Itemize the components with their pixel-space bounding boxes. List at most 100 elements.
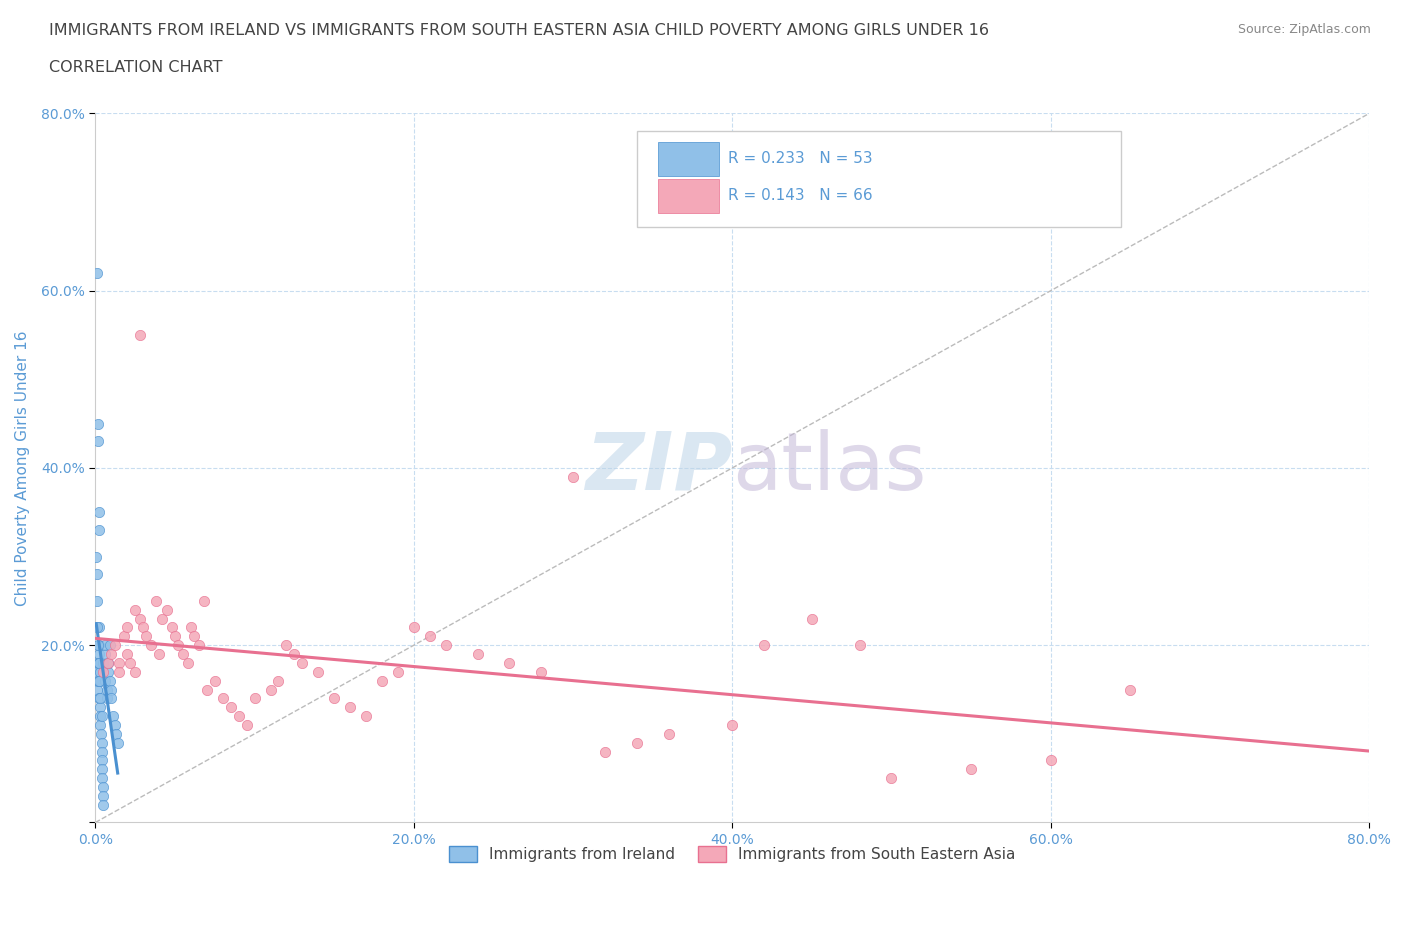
Text: R = 0.233   N = 53: R = 0.233 N = 53: [728, 151, 873, 166]
Point: [89, 638, 111, 653]
Point: [339, 699, 361, 714]
Point: [87, 646, 110, 661]
Point: [108, 656, 131, 671]
Point: [117, 620, 139, 635]
Point: [880, 771, 903, 786]
Point: [86, 266, 108, 281]
Point: [156, 603, 179, 618]
Point: [90, 762, 112, 777]
Point: [204, 673, 226, 688]
Point: [283, 646, 305, 661]
Point: [100, 646, 122, 661]
Point: [87, 656, 110, 671]
Point: [94, 673, 117, 688]
Legend: Immigrants from Ireland, Immigrants from South Eastern Asia: Immigrants from Ireland, Immigrants from…: [443, 840, 1021, 868]
Point: [148, 646, 170, 661]
Point: [124, 664, 146, 679]
Point: [276, 638, 298, 653]
Point: [90, 753, 112, 768]
Point: [291, 656, 314, 671]
Point: [90, 726, 112, 741]
Point: [657, 726, 679, 741]
Point: [103, 638, 125, 653]
Point: [90, 736, 112, 751]
Point: [132, 620, 155, 635]
Point: [163, 629, 186, 644]
Point: [593, 744, 616, 759]
Point: [87, 691, 110, 706]
Point: [90, 709, 112, 724]
Point: [84, 549, 107, 564]
Point: [90, 771, 112, 786]
Point: [323, 691, 346, 706]
Point: [93, 779, 115, 794]
Text: atlas: atlas: [733, 429, 927, 507]
Point: [243, 691, 266, 706]
Point: [150, 611, 173, 626]
Point: [93, 789, 115, 804]
Point: [371, 673, 394, 688]
Point: [120, 656, 142, 671]
Point: [402, 620, 425, 635]
Point: [187, 638, 209, 653]
Point: [86, 656, 108, 671]
Point: [87, 505, 110, 520]
Point: [86, 620, 108, 635]
Point: [87, 434, 110, 449]
Point: [135, 629, 157, 644]
Point: [100, 682, 122, 697]
Point: [87, 673, 110, 688]
Point: [1039, 753, 1062, 768]
Point: [530, 664, 553, 679]
Point: [235, 718, 257, 733]
Point: [259, 682, 281, 697]
Point: [626, 736, 648, 751]
Point: [101, 709, 124, 724]
Point: [721, 718, 744, 733]
Point: [107, 736, 129, 751]
Point: [219, 699, 242, 714]
Point: [183, 629, 205, 644]
Point: [387, 664, 409, 679]
Point: [98, 673, 121, 688]
Point: [103, 718, 125, 733]
Point: [86, 593, 108, 608]
Y-axis label: Child Poverty Among Girls Under 16: Child Poverty Among Girls Under 16: [15, 330, 30, 605]
Point: [87, 620, 110, 635]
FancyBboxPatch shape: [637, 131, 1121, 227]
Point: [89, 699, 111, 714]
Point: [96, 682, 118, 697]
Point: [129, 611, 152, 626]
Point: [108, 664, 131, 679]
Point: [97, 656, 120, 671]
Point: [419, 629, 441, 644]
Point: [160, 620, 183, 635]
Point: [752, 638, 775, 653]
Point: [97, 664, 120, 679]
Point: [145, 593, 167, 608]
Point: [93, 656, 115, 671]
Point: [562, 470, 585, 485]
Point: [139, 638, 162, 653]
Point: [800, 611, 823, 626]
Point: [498, 656, 520, 671]
Point: [117, 646, 139, 661]
Point: [1119, 682, 1142, 697]
Point: [89, 718, 111, 733]
Point: [467, 646, 489, 661]
Point: [124, 603, 146, 618]
FancyBboxPatch shape: [658, 142, 720, 176]
Point: [434, 638, 457, 653]
Text: IMMIGRANTS FROM IRELAND VS IMMIGRANTS FROM SOUTH EASTERN ASIA CHILD POVERTY AMON: IMMIGRANTS FROM IRELAND VS IMMIGRANTS FR…: [49, 23, 990, 38]
Point: [97, 656, 120, 671]
Point: [86, 682, 108, 697]
Point: [89, 656, 111, 671]
Point: [848, 638, 870, 653]
Point: [87, 417, 110, 432]
Point: [94, 646, 117, 661]
Text: ZIP: ZIP: [585, 429, 733, 507]
Point: [87, 638, 110, 653]
Point: [180, 620, 202, 635]
Point: [211, 691, 233, 706]
Point: [89, 673, 111, 688]
